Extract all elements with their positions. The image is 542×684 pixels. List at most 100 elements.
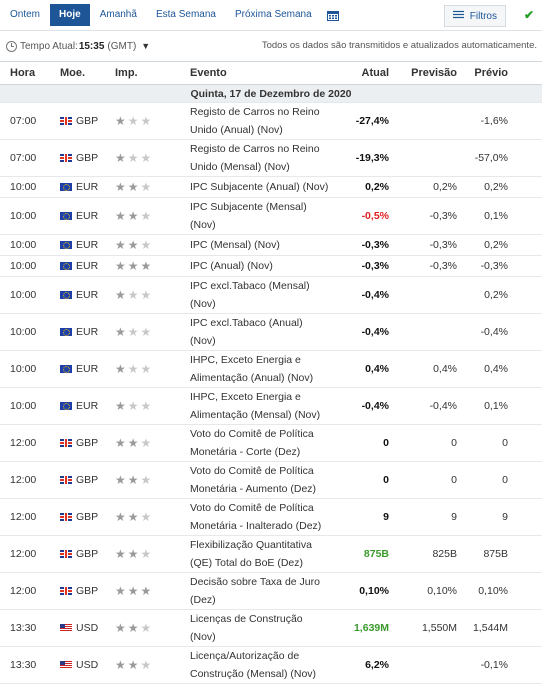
event-name[interactable]: Decisão sobre Taxa de Juro (Dez) [190,572,335,610]
event-name[interactable]: IPC (Mensal) (Nov) [190,234,335,256]
forecast-value: 9 [397,498,463,536]
importance: ★★★ [115,313,190,351]
star-icon: ★ [127,362,141,376]
table-row[interactable]: 12:00 GBP ★★★ Decisão sobre Taxa de Juro (D… [0,572,542,610]
event-time: 10:00 [0,176,60,198]
table-row[interactable]: 10:00 EUR ★★★ IPC (Anual) (Nov) -0,3% -0,3% -0… [0,255,542,277]
event-name[interactable]: Voto do Comitê de Política Monetária - A… [190,461,335,499]
event-time: 10:00 [0,197,60,235]
tab-proxima-semana[interactable]: Próxima Semana [234,9,312,20]
actual-value: -0,5% [335,197,397,235]
table-row[interactable]: 13:30 USD ★★★ Licença/Autorização de Constr… [0,646,542,684]
actual-value: -27,4% [335,102,397,140]
event-time: 07:00 [0,102,60,140]
tab-ontem[interactable]: Ontem [10,9,41,20]
table-row[interactable]: 12:00 GBP ★★★ Voto do Comitê de Política Mo… [0,424,542,462]
event-name[interactable]: IPC Subjacente (Anual) (Nov) [190,176,335,198]
star-icon: ★ [115,325,128,339]
currency-cell: USD [60,646,115,684]
event-time: 12:00 [0,498,60,536]
event-time: 10:00 [0,234,60,256]
actual-value: 0 [335,424,397,462]
forecast-value: -0,3% [397,197,463,235]
currency: GBP [76,152,99,164]
star-icon: ★ [127,436,141,450]
event-name[interactable]: Flexibilização Quantitativa (QE) Total d… [190,535,335,573]
currency-cell: EUR [60,313,115,351]
chevron-down-icon[interactable]: ▼ [141,41,151,51]
table-row[interactable]: 07:00 GBP ★★★ Registo de Carros no Reino Un… [0,139,542,177]
col-hora: Hora [0,61,60,85]
table-row[interactable]: 12:00 GBP ★★★ Voto do Comitê de Política Mo… [0,461,542,499]
forecast-value: 0,2% [397,176,463,198]
currency: USD [76,622,99,634]
star-icon: ★ [127,180,141,194]
table-row[interactable]: 12:00 GBP ★★★ Voto do Comitê de Política Mo… [0,498,542,536]
star-icon: ★ [115,238,128,252]
date-header: Quinta, 17 de Dezembro de 2020 [0,84,542,103]
col-evento: Evento [190,61,335,85]
importance: ★★★ [115,139,190,177]
flag-icon [60,439,72,447]
tab-esta-semana[interactable]: Esta Semana [155,9,216,20]
time-label: Tempo Atual: [20,40,78,52]
current-time: 15:35 [78,40,105,52]
star-icon: ★ [115,621,128,635]
table-row[interactable]: 07:00 GBP ★★★ Registo de Carros no Reino Un… [0,102,542,140]
event-name[interactable]: Voto do Comitê de Política Monetária - I… [190,498,335,536]
table-row[interactable]: 10:00 EUR ★★★ IPC (Mensal) (Nov) -0,3% -0,3% 0… [0,234,542,256]
currency: GBP [76,437,99,449]
tab-amanha[interactable]: Amanhã [99,9,137,20]
event-time: 10:00 [0,255,60,277]
actual-value: -0,4% [335,276,397,314]
event-name[interactable]: IPC excl.Tabaco (Mensal) (Nov) [190,276,335,314]
event-name[interactable]: IHPC, Exceto Energia e Alimentação (Anua… [190,350,335,388]
table-row[interactable]: 10:00 EUR ★★★ IHPC, Exceto Energia e Alimen… [0,387,542,425]
star-icon: ★ [127,209,141,223]
event-name[interactable]: Licenças de Construção (Nov) [190,609,335,647]
flag-icon [60,587,72,595]
actual-value: 9 [335,498,397,536]
event-name[interactable]: IPC excl.Tabaco (Anual) (Nov) [190,313,335,351]
event-name[interactable]: Voto do Comitê de Política Monetária - C… [190,424,335,462]
flag-icon [60,402,72,410]
event-name[interactable]: Registo de Carros no Reino Unido (Mensal… [190,139,335,177]
table-row[interactable]: 10:00 EUR ★★★ IPC Subjacente (Anual) (Nov) 0… [0,176,542,198]
actual-value: -0,4% [335,313,397,351]
table-row[interactable]: 13:30 USD ★★★ Licenças de Construção (Nov) 1… [0,609,542,647]
table-row[interactable]: 10:00 EUR ★★★ IHPC, Exceto Energia e Alimen… [0,350,542,388]
currency-cell: EUR [60,234,115,256]
previous-value: 0,10% [463,572,542,610]
actual-value: 0,2% [335,176,397,198]
time-zone[interactable]: (GMT) [107,40,137,52]
flag-icon [60,183,72,191]
forecast-value: 0 [397,461,463,499]
previous-value: 0 [463,461,542,499]
filters-button[interactable]: Filtros [443,5,506,27]
currency-cell: EUR [60,276,115,314]
table-row[interactable]: 10:00 EUR ★★★ IPC Subjacente (Mensal) (Nov)… [0,197,542,235]
table-row[interactable]: 10:00 EUR ★★★ IPC excl.Tabaco (Mensal) (Nov… [0,276,542,314]
event-time: 12:00 [0,535,60,573]
col-previo: Prévio [463,61,542,85]
event-name[interactable]: Licença/Autorização de Construção (Mensa… [190,646,335,684]
previous-value: -57,0% [463,139,542,177]
calendar-icon[interactable] [323,4,343,26]
filter-icon [452,10,464,22]
forecast-value: 0,4% [397,350,463,388]
flag-icon [60,365,72,373]
tab-hoje[interactable]: Hoje [50,4,90,26]
time-bar: Tempo Atual: 15:35 (GMT) ▼ Todos os dado… [0,31,542,61]
currency: EUR [76,289,99,301]
event-name[interactable]: IPC Subjacente (Mensal) (Nov) [190,197,335,235]
event-name[interactable]: IPC (Anual) (Nov) [190,255,335,277]
table-row[interactable]: 10:00 EUR ★★★ IPC excl.Tabaco (Anual) (Nov)… [0,313,542,351]
currency-cell: GBP [60,461,115,499]
actual-value: -0,3% [335,234,397,256]
table-row[interactable]: 12:00 GBP ★★★ Flexibilização Quantitativa (… [0,535,542,573]
currency: EUR [76,260,99,272]
event-name[interactable]: Registo de Carros no Reino Unido (Anual)… [190,102,335,140]
event-name[interactable]: IHPC, Exceto Energia e Alimentação (Mens… [190,387,335,425]
star-icon: ★ [140,288,154,302]
previous-value: 1,544M [463,609,542,647]
